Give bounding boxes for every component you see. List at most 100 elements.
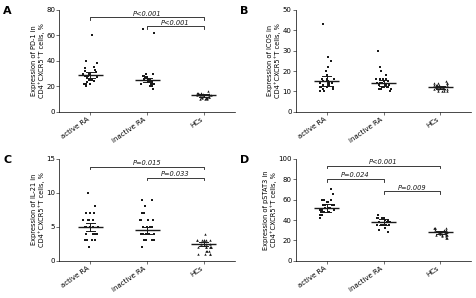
Text: P=0.009: P=0.009 [397,184,426,191]
Point [384,79,391,84]
Point [145,77,152,82]
Point [146,77,154,82]
Point [139,231,147,236]
Point [439,89,447,94]
Point [139,27,147,31]
Point [324,65,331,69]
Point [85,245,93,250]
Point [385,89,393,94]
Point [90,211,98,215]
Point [150,231,158,236]
Point [199,238,207,243]
Point [146,84,154,89]
Point [91,238,99,243]
Point [379,77,387,82]
Point [318,83,326,88]
Point [84,218,91,222]
Point [198,94,205,99]
Point [441,232,449,237]
Point [147,224,155,229]
Point [328,81,336,86]
Point [317,209,325,214]
Point [378,223,386,227]
Point [81,69,89,73]
Point [438,85,446,90]
Point [199,91,207,96]
Point [94,224,101,229]
Point [205,94,212,99]
Point [382,220,390,224]
Point [433,81,441,86]
Point [81,224,89,229]
Point [376,77,384,82]
Point [205,91,213,96]
Point [385,220,392,224]
Point [437,233,445,238]
Point [82,231,89,236]
Point [83,80,91,85]
Point [202,95,210,100]
Point [320,197,327,202]
Point [201,252,208,256]
Point [199,93,207,98]
Point [139,74,147,78]
Point [81,74,89,78]
Point [81,238,89,243]
Point [137,231,144,236]
Point [81,66,89,71]
Point [385,220,392,224]
Text: P<0.001: P<0.001 [161,19,189,26]
Point [442,89,450,94]
Point [140,74,148,78]
Point [148,84,156,89]
Point [383,220,391,224]
Point [198,95,206,100]
Point [86,81,93,86]
Point [148,197,156,202]
Point [375,87,382,92]
Point [86,211,94,215]
Point [205,93,212,98]
Point [429,83,437,88]
Point [148,238,155,243]
Point [138,245,146,250]
Point [146,79,154,84]
Point [380,215,387,220]
Point [79,71,87,76]
Point [144,79,151,84]
Point [202,248,210,253]
Y-axis label: Expression of IL-21 in
CD4⁺CXCR5⁺T cells, %: Expression of IL-21 in CD4⁺CXCR5⁺T cells… [31,172,45,247]
Point [326,205,333,210]
Point [203,97,210,101]
Text: D: D [239,155,248,164]
Point [139,224,147,229]
Point [137,81,144,86]
Point [316,85,323,90]
Point [92,70,99,75]
Point [206,241,213,246]
Point [198,238,206,243]
Point [317,207,325,212]
Point [384,223,392,227]
Point [201,238,209,243]
Point [142,231,149,236]
Text: P<0.001: P<0.001 [133,10,161,17]
Point [372,215,380,220]
Point [88,33,96,38]
Text: A: A [3,6,12,15]
Point [429,226,437,231]
Point [138,197,146,202]
Point [384,83,392,88]
Point [440,230,448,235]
Point [83,238,90,243]
Point [143,75,151,80]
Point [88,238,96,243]
Point [374,212,381,217]
Point [373,48,381,53]
Point [141,75,149,80]
Point [202,245,209,250]
Point [202,245,209,250]
Point [441,226,448,231]
Point [436,230,444,235]
Point [378,215,386,220]
